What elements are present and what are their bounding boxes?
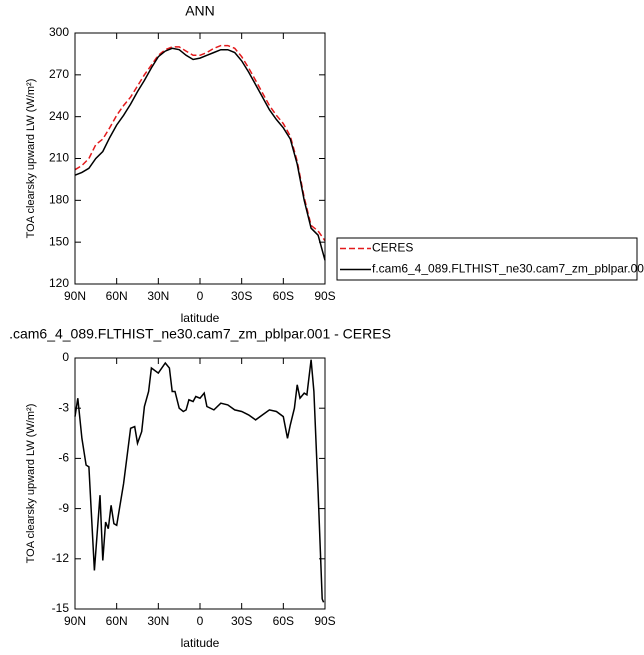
y-tick-label: -12 xyxy=(52,551,70,565)
plot-frame xyxy=(74,32,326,285)
x-tick-label: 60S xyxy=(273,289,294,303)
legend-label: f.cam6_4_089.FLTHIST_ne30.cam7_zm_pblpar… xyxy=(372,262,644,276)
y-tick-label: 0 xyxy=(62,350,69,364)
y-axis-label: TOA clearsky upward LW (W/m²) xyxy=(25,404,37,564)
line xyxy=(74,359,325,603)
x-tick-label: 90N xyxy=(64,614,86,628)
x-tick-label: 60S xyxy=(273,614,294,628)
x-tick-label: 30N xyxy=(147,289,169,303)
y-tick-label: 150 xyxy=(49,234,69,248)
y-tick-label: 210 xyxy=(49,151,69,165)
x-tick-label: 30S xyxy=(231,289,252,303)
chart-title: .cam6_4_089.FLTHIST_ne30.cam7_zm_pblpar.… xyxy=(9,326,391,342)
x-tick-label: 90N xyxy=(64,289,86,303)
x-tick-label: 0 xyxy=(197,289,204,303)
x-tick-label: 30S xyxy=(231,614,252,628)
y-tick-label: 240 xyxy=(49,109,69,123)
line xyxy=(74,47,326,261)
legend-box xyxy=(336,237,638,281)
x-tick-label: 30N xyxy=(147,614,169,628)
y-tick-label: 180 xyxy=(49,193,69,207)
y-tick-label: 300 xyxy=(49,25,69,39)
y-tick-label: 270 xyxy=(49,67,69,81)
line xyxy=(74,44,326,242)
y-tick-label: -9 xyxy=(58,501,69,515)
chart-title: ANN xyxy=(185,3,215,19)
y-tick-label: -3 xyxy=(58,400,69,414)
x-tick-label: 60N xyxy=(106,289,128,303)
y-tick-label: -15 xyxy=(52,601,70,615)
x-axis-label: latitude xyxy=(181,311,220,325)
x-axis-label: latitude xyxy=(181,636,220,650)
x-tick-label: 90S xyxy=(314,289,335,303)
y-tick-label: 120 xyxy=(49,276,69,290)
y-tick-label: -6 xyxy=(58,451,69,465)
x-tick-label: 60N xyxy=(106,614,128,628)
x-tick-label: 0 xyxy=(197,614,204,628)
plot-frame xyxy=(74,357,326,610)
legend-label: CERES xyxy=(372,241,413,255)
y-axis-label: TOA clearsky upward LW (W/m²) xyxy=(25,79,37,239)
x-tick-label: 90S xyxy=(314,614,335,628)
